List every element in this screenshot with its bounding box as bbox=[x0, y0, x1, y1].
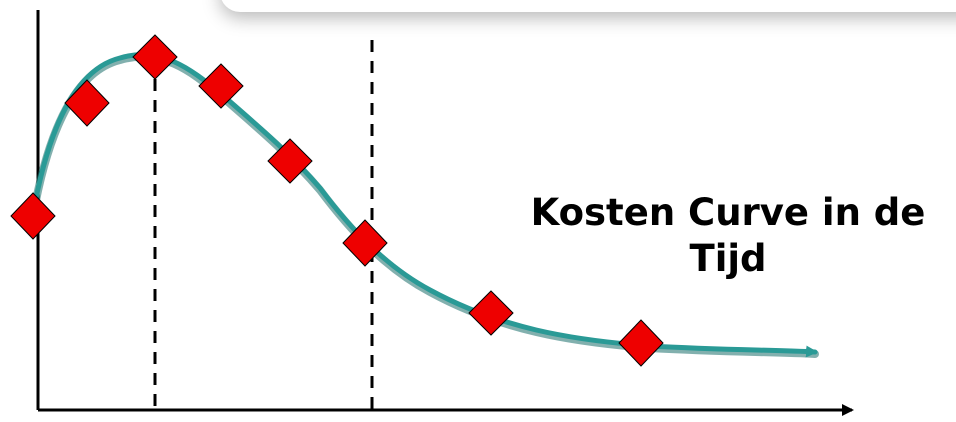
marker-diamond-icon bbox=[267, 138, 313, 184]
marker-diamond-icon bbox=[132, 34, 178, 80]
caption-line-2: Tijd bbox=[689, 237, 767, 280]
marker-diamond-icon bbox=[64, 79, 110, 127]
diamond-markers bbox=[10, 34, 664, 367]
marker-diamond-icon bbox=[618, 319, 664, 367]
marker-diamond-icon bbox=[342, 219, 388, 267]
caption-line-1: Kosten Curve in de bbox=[530, 191, 926, 234]
marker-diamond-icon bbox=[468, 290, 514, 336]
diagram-caption: Kosten Curve in de Tijd bbox=[488, 190, 956, 282]
banner-shadow bbox=[220, 0, 956, 12]
marker-diamond-icon bbox=[198, 63, 244, 109]
marker-diamond-icon bbox=[10, 192, 56, 240]
